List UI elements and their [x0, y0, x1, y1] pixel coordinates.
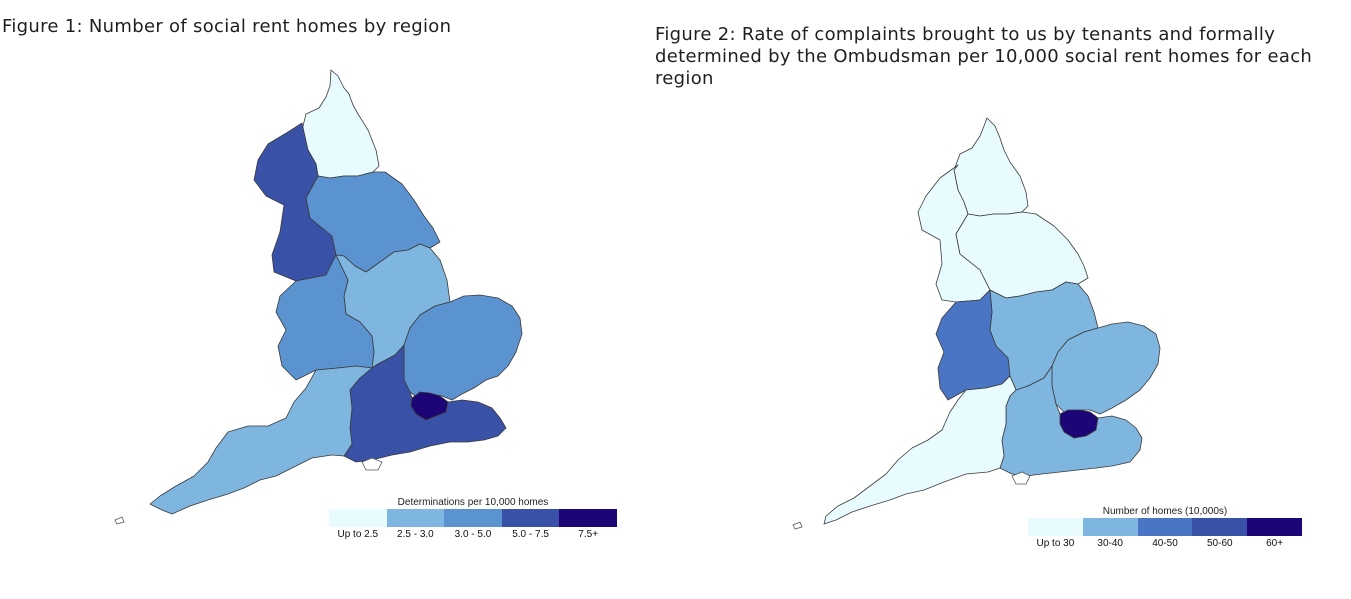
- legend-label: 30-40: [1097, 538, 1123, 549]
- legend-label: 60+: [1266, 538, 1284, 549]
- legend-label: Up to 2.5: [337, 529, 379, 540]
- legend-swatch: [501, 509, 560, 527]
- legend-swatch: [1247, 518, 1302, 536]
- figure-1: Figure 1: Number of social rent homes by…: [0, 0, 650, 599]
- figure-1-map: [114, 69, 523, 525]
- figure-1-legend-swatches: [329, 509, 617, 527]
- legend-label: Up to 30: [1036, 538, 1075, 549]
- legend-label: 2.5 - 3.0: [397, 529, 434, 540]
- figure-2-legend-labels: Up to 30 30-40 40-50 50-60 60+: [1028, 538, 1302, 549]
- figure-2-legend-swatches: [1028, 518, 1302, 536]
- region-yorkshire-humber: [955, 211, 1089, 299]
- figure-2-regions: [823, 117, 1161, 525]
- figure-1-legend-title: Determinations per 10,000 homes: [397, 497, 549, 508]
- legend-swatch: [444, 509, 502, 527]
- figure-2-map: [792, 117, 1161, 530]
- figure-1-legend-labels: Up to 2.5 2.5 - 3.0 3.0 - 5.0 5.0 - 7.5 …: [329, 529, 617, 540]
- legend-swatch: [386, 509, 445, 527]
- legend-swatch: [1192, 518, 1248, 536]
- legend-swatch: [1082, 518, 1138, 536]
- isles-of-scilly-shape: [114, 516, 125, 525]
- legend-label: 3.0 - 5.0: [454, 529, 492, 540]
- isle-of-wight-shape: [361, 457, 383, 471]
- isles-of-scilly-shape: [792, 521, 803, 530]
- legend-swatch: [1028, 518, 1083, 536]
- figure-1-legend: Determinations per 10,000 homes Up to 2.…: [329, 497, 617, 540]
- legend-label: 5.0 - 7.5: [512, 529, 549, 540]
- legend-label: 7.5+: [578, 529, 599, 540]
- figure-2-legend-title: Number of homes (10,000s): [1102, 506, 1228, 517]
- figure-2-legend: Number of homes (10,000s) Up to 30 30-40…: [1028, 506, 1302, 549]
- region-north-east: [953, 117, 1029, 217]
- region-south-west: [149, 365, 373, 515]
- region-east-of-england: [1051, 321, 1161, 415]
- figure-2-title: Figure 2: Rate of complaints brought to …: [655, 24, 1313, 89]
- legend-label: 40-50: [1152, 538, 1178, 549]
- legend-swatch: [1137, 518, 1193, 536]
- legend-swatch: [329, 509, 387, 527]
- figure-2: Figure 2: Rate of complaints brought to …: [650, 0, 1351, 599]
- legend-label: 50-60: [1207, 538, 1233, 549]
- region-south-west: [823, 375, 1017, 525]
- isle-of-wight-shape: [1011, 471, 1031, 485]
- figure-1-regions: [149, 69, 523, 515]
- figure-1-title: Figure 1: Number of social rent homes by…: [2, 16, 452, 37]
- legend-swatch: [559, 509, 617, 527]
